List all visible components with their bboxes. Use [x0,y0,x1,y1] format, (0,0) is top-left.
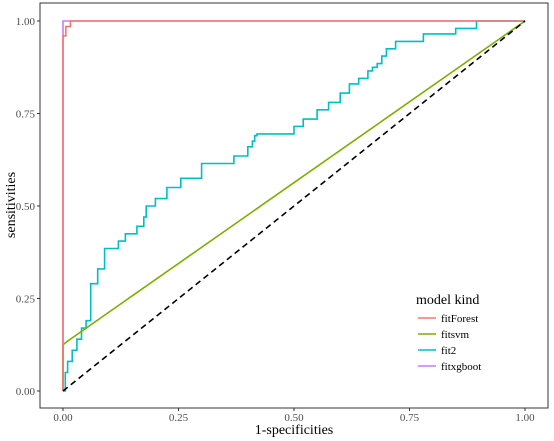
y-tick-label: 0.75 [16,109,36,121]
y-tick-label: 0.25 [16,294,36,306]
series-layer [62,20,526,392]
y-tick-label: 0.50 [16,201,36,213]
legend-label-fitForest: fitForest [441,313,478,325]
y-axis-title: sensitivities [4,172,19,238]
x-tick-label: 0.75 [400,412,420,424]
legend-label-fit2: fit2 [441,345,456,357]
reference-diagonal-line [62,20,526,392]
series-line-fit2 [63,20,525,392]
x-axis-title: 1-specificities [255,423,334,438]
x-tick-label: 0.00 [53,412,73,424]
x-tick-label: 0.25 [169,412,189,424]
legend-title: model kind [416,293,479,308]
y-tick-label: 1.00 [16,16,36,28]
x-tick-label: 0.50 [284,412,304,424]
y-axis: 0.00 0.25 0.50 0.75 1.00 [16,16,40,398]
legend-label-fitsvm: fitsvm [441,329,470,341]
y-tick-label: 0.00 [16,386,36,398]
x-tick-label: 1.00 [515,412,535,424]
legend-label-fitxgboot: fitxgboot [441,361,481,373]
x-axis: 0.00 0.25 0.50 0.75 1.00 [53,408,535,424]
series-line-fitForest [62,20,525,391]
legend: model kind fitForest fitsvm fit2 fitxgboot [416,293,481,373]
